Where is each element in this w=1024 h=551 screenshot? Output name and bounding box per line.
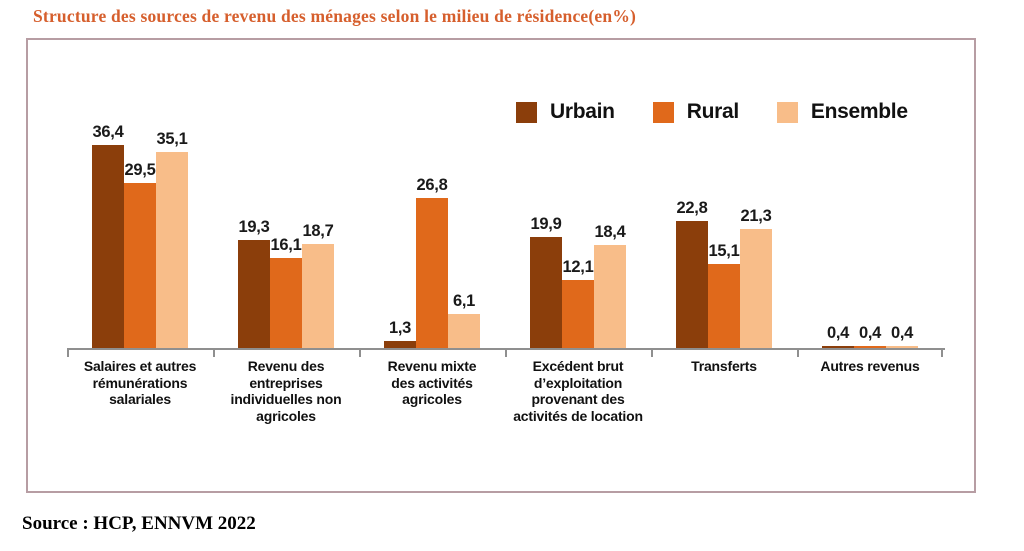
bar-group-3: 19,9 12,1 18,4	[505, 40, 651, 348]
source-note: Source : HCP, ENNVM 2022	[22, 513, 256, 534]
chart-legend: Urbain Rural Ensemble	[516, 100, 908, 124]
bar-ensemble-5: 0,4	[886, 324, 918, 348]
x-axis-tick	[359, 348, 361, 357]
category-label-3: Excédent brut d’exploitation provenant d…	[513, 358, 643, 424]
bar-value-label: 29,5	[124, 161, 156, 180]
page-title: Structure des sources de revenu des ména…	[33, 6, 637, 26]
legend-label: Ensemble	[810, 100, 908, 123]
bar-rural-2: 26,8	[416, 176, 448, 348]
bar-value-label: 21,3	[740, 207, 772, 226]
bar-rural-5: 0,4	[854, 324, 886, 348]
bar-ensemble-0: 35,1	[156, 130, 188, 348]
x-axis-category-labels: Salaires et autres rémunérations salaria…	[67, 358, 943, 424]
bar-value-label: 0,4	[890, 323, 914, 342]
legend-label: Rural	[686, 100, 739, 123]
bar-group-5: 0,4 0,4 0,4	[797, 40, 943, 348]
bar-ensemble-3: 18,4	[594, 223, 626, 348]
bar-rural-3: 12,1	[562, 258, 594, 348]
bar-ensemble-1: 18,7	[302, 222, 334, 348]
x-axis-tick	[213, 348, 215, 357]
x-axis-tick	[651, 348, 653, 357]
bar-value-label: 35,1	[156, 130, 188, 149]
chart-container: Urbain Rural Ensemble 36,4 29,5 35,1 19,3 16,1…	[26, 38, 976, 493]
bar-urbain-1: 19,3	[238, 218, 270, 348]
category-label-5: Autres revenus	[820, 358, 920, 374]
bar-group-2: 1,3 26,8 6,1	[359, 40, 505, 348]
bar-value-label: 1,3	[388, 318, 412, 337]
bar-rural-0: 29,5	[124, 161, 156, 348]
category-label-0: Salaires et autres rémunérations salaria…	[83, 358, 197, 408]
bar-value-label: 26,8	[416, 176, 448, 195]
bar-urbain-3: 19,9	[530, 215, 562, 348]
bar-urbain-4: 22,8	[676, 199, 708, 348]
bar-value-label: 0,4	[858, 323, 882, 342]
bar-urbain-2: 1,3	[384, 319, 416, 348]
x-axis-tick	[941, 348, 943, 357]
bar-urbain-0: 36,4	[92, 123, 124, 348]
bar-value-label: 19,3	[238, 218, 270, 237]
x-axis-tick	[67, 348, 69, 357]
bar-value-label: 0,4	[826, 323, 850, 342]
bar-value-label: 22,8	[676, 198, 708, 217]
bar-value-label: 18,4	[594, 223, 626, 242]
bar-value-label: 6,1	[452, 291, 476, 310]
bar-value-label: 19,9	[530, 214, 562, 233]
x-axis-tick	[797, 348, 799, 357]
legend-item-ensemble: Ensemble	[776, 100, 908, 124]
plot-area: 36,4 29,5 35,1 19,3 16,1 18,7 1,3 26,8 6,1 19,9 12…	[67, 40, 943, 348]
bar-rural-4: 15,1	[708, 242, 740, 348]
bar-value-label: 18,7	[302, 221, 334, 240]
category-label-1: Revenu des entreprises individuelles non…	[230, 358, 342, 424]
bar-value-label: 12,1	[562, 258, 594, 277]
bar-urbain-5: 0,4	[822, 324, 854, 348]
bar-value-label: 36,4	[92, 122, 124, 141]
category-label-2: Revenu mixte des activités agricoles	[387, 358, 477, 408]
bar-rural-1: 16,1	[270, 236, 302, 348]
bar-group-0: 36,4 29,5 35,1	[67, 40, 213, 348]
legend-item-rural: Rural	[652, 100, 739, 124]
legend-swatch-icon	[776, 101, 798, 123]
legend-label: Urbain	[550, 100, 615, 123]
bar-value-label: 16,1	[270, 236, 302, 255]
bar-ensemble-2: 6,1	[448, 292, 480, 348]
bar-group-4: 22,8 15,1 21,3	[651, 40, 797, 348]
legend-swatch-icon	[516, 101, 537, 123]
x-axis-tick	[505, 348, 507, 357]
bar-ensemble-4: 21,3	[740, 207, 772, 348]
bar-group-1: 19,3 16,1 18,7	[213, 40, 359, 348]
bar-value-label: 15,1	[708, 241, 740, 260]
category-label-4: Transferts	[691, 358, 757, 374]
legend-swatch-icon	[652, 101, 674, 123]
legend-item-urbain: Urbain	[516, 100, 615, 124]
